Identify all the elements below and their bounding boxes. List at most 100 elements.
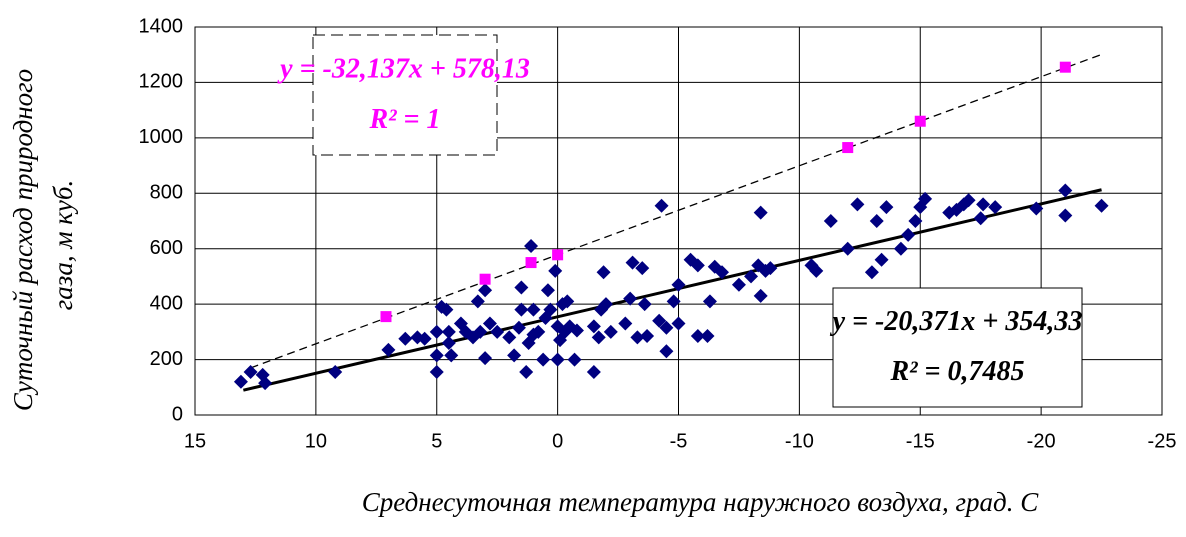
data-point [233,374,248,389]
data-point [531,324,546,339]
data-point [507,348,522,363]
trendline [250,53,1102,369]
data-point [753,205,768,220]
data-point [908,214,923,228]
data-point [671,277,686,292]
data-point [514,302,529,317]
data-point [874,252,889,267]
data-point [543,302,558,317]
data-point [429,324,444,339]
data-point [514,280,529,295]
data-point [809,263,824,278]
data-point [511,320,526,335]
annotation-box [312,34,498,156]
data-point [552,249,564,261]
data-point [417,331,432,346]
trendline [243,188,1102,392]
data-point [702,294,717,309]
data-point [961,193,976,208]
data-point [753,288,768,303]
data-point [666,294,681,309]
data-point [1029,201,1044,216]
x-axis-label: Среднесуточная температура наружного воз… [362,487,1039,517]
data-point [444,348,459,363]
data-point [918,191,933,206]
y-tick-label: 200 [150,348,183,370]
data-point [988,200,1003,215]
data-point [398,331,413,346]
data-point [625,255,640,270]
data-point [879,200,894,215]
data-point [591,330,606,345]
y-axis-label: Суточный расход природного [8,69,38,411]
y-tick-label: 800 [150,182,183,204]
x-tick-label: -10 [785,430,814,452]
data-point [618,316,633,331]
x-tick-label: 0 [552,430,563,452]
data-point [560,294,575,309]
data-point [548,263,563,278]
data-point [536,352,551,367]
data-point [502,330,517,345]
data-point [976,197,991,212]
data-point [901,227,916,242]
data-point [864,265,879,280]
data-point [1094,198,1109,213]
data-point [586,319,601,334]
data-point [478,351,493,366]
data-point [635,261,650,276]
x-tick-label: -20 [1027,430,1056,452]
data-point [328,365,343,380]
data-point [652,313,667,328]
data-point [763,261,778,276]
data-point [478,283,493,298]
data-point [598,297,613,312]
annotation-text: R² = 0,7485 [889,356,1024,387]
data-point [623,291,638,306]
data-point [243,365,258,380]
data-point [715,265,730,280]
y-axis-label: газа, м куб. [48,180,78,311]
data-point [540,283,555,298]
data-point [567,352,582,367]
data-point [893,241,908,256]
data-point [914,115,926,127]
x-tick-label: -25 [1148,430,1177,452]
data-point [429,348,444,363]
data-point [441,324,456,339]
data-point [842,142,854,154]
data-point [490,324,505,339]
data-point [526,302,541,317]
data-point [1059,61,1071,73]
data-point [973,211,988,226]
annotation-text: R² = 1 [368,104,440,135]
plot-border [194,26,1163,416]
y-tick-label: 1000 [139,126,184,148]
data-point [569,323,584,338]
x-tick-label: -5 [670,430,688,452]
data-point [258,376,273,391]
data-point [441,335,456,350]
data-point [525,257,537,269]
data-point [654,198,669,213]
annotation-text: y = -32,137x + 578,13 [277,53,530,84]
data-point [690,258,705,273]
data-point [603,324,618,339]
data-point [381,342,396,357]
x-tick-label: 5 [431,430,442,452]
data-point [473,324,488,339]
data-point [479,273,491,285]
y-tick-label: 600 [150,237,183,259]
data-point [1058,208,1073,223]
data-point [850,197,865,212]
data-point [380,311,392,323]
data-point [840,241,855,256]
data-point [630,330,645,345]
data-point [586,365,601,380]
data-point [596,265,611,280]
x-tick-label: 10 [305,430,327,452]
data-point [731,277,746,292]
y-tick-label: 400 [150,292,183,314]
y-tick-label: 1400 [139,15,184,37]
data-point [439,302,454,317]
